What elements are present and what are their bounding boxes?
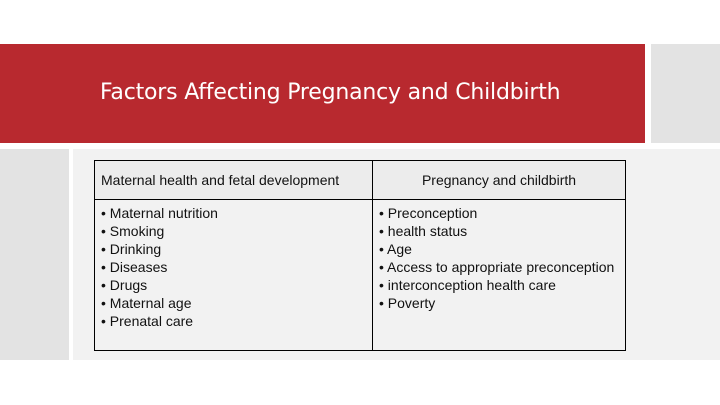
list-item: • Poverty: [379, 295, 436, 311]
list-item: • Smoking: [101, 223, 165, 239]
maternal-factors-list: • Maternal nutrition • Smoking • Drinkin…: [101, 204, 366, 330]
list-item: • interconception health care: [379, 277, 556, 293]
list-item: • Diseases: [101, 259, 168, 275]
list-item: • Drinking: [101, 241, 162, 257]
list-item: • Age: [379, 241, 412, 257]
table-header-maternal-health: Maternal health and fetal development: [94, 160, 373, 200]
list-item: • Drugs: [101, 277, 148, 293]
left-accent-strip: [0, 149, 69, 360]
title-band-accent: [651, 44, 720, 143]
table-cell-pregnancy-factors: • Preconception • health status • Age • …: [372, 199, 626, 351]
list-item: • Prenatal care: [101, 313, 194, 329]
list-item: • Access to appropriate preconception: [379, 259, 615, 275]
table-header-row: Maternal health and fetal development Pr…: [94, 160, 626, 200]
pregnancy-factors-list: • Preconception • health status • Age • …: [379, 204, 619, 312]
list-item: • Maternal nutrition: [101, 205, 218, 221]
table-cell-maternal-factors: • Maternal nutrition • Smoking • Drinkin…: [94, 199, 373, 351]
slide-title: Factors Affecting Pregnancy and Childbir…: [100, 80, 561, 105]
list-item: • Preconception: [379, 205, 478, 221]
table-header-pregnancy-childbirth: Pregnancy and childbirth: [372, 160, 626, 200]
list-item: • Maternal age: [101, 295, 192, 311]
list-item: • health status: [379, 223, 468, 239]
table-row: • Maternal nutrition • Smoking • Drinkin…: [94, 199, 626, 351]
title-band: [0, 44, 645, 143]
factors-table: Maternal health and fetal development Pr…: [94, 160, 626, 351]
